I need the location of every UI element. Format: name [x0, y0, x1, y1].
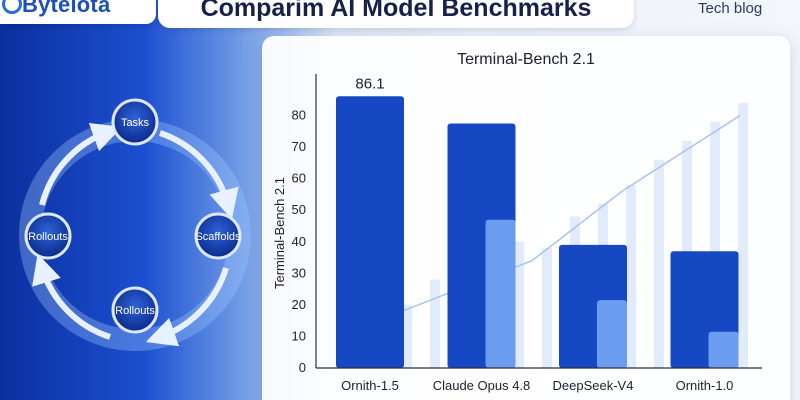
y-tick-label: 80 — [292, 108, 306, 123]
x-axis: Ornith-1.5 Claude Opus 4.8 DeepSeek-V4 Orni… — [316, 367, 762, 393]
cycle-arrow-bottom-right — [145, 267, 229, 347]
bars: 86.1 — [336, 75, 739, 368]
decor-column — [738, 102, 748, 368]
y-tick-label: 10 — [292, 328, 306, 343]
x-tick-label: Ornith-1.5 — [341, 378, 399, 393]
bar-series-2 — [485, 219, 516, 368]
decor-column — [626, 184, 636, 368]
decor-column — [430, 279, 440, 368]
decor-column — [402, 304, 412, 368]
x-tick-label: Claude Opus 4.8 — [433, 378, 531, 393]
tech-blog-tag[interactable]: Tech blog — [698, 0, 763, 17]
ring-logo-icon — [2, 0, 22, 14]
bar-chart: Terminal-Bench 2.1 0 10 20 30 40 50 60 70 80 86.… — [272, 51, 762, 393]
cycle-node-rollouts-bottom: Rollouts — [111, 286, 159, 334]
brand-name: Bytelota — [22, 0, 111, 17]
chart-card: Terminal-Bench 2.1 0 10 20 30 40 50 60 70 80 86.… — [262, 36, 790, 400]
x-tick-label: Ornith-1.0 — [676, 378, 734, 393]
cycle-arrow-top-left — [39, 123, 123, 206]
cycle-node-label: Rollouts — [115, 305, 155, 317]
y-tick-label: 20 — [292, 297, 306, 312]
bar-series-2 — [708, 331, 739, 368]
cycle-node-label: Rollouts — [28, 231, 68, 243]
cycle-arrow-top-right — [159, 130, 239, 220]
y-axis: 0 10 20 30 40 50 60 70 80 — [292, 74, 317, 375]
chart-title: Terminal-Bench 2.1 — [457, 51, 595, 68]
y-tick-label: 50 — [292, 202, 306, 217]
y-tick-label: 30 — [292, 265, 306, 280]
cycle-node-scaffolds: Scaffolds — [194, 212, 242, 260]
decor-column — [710, 121, 720, 368]
cycle-diagram: Tasks Scaffolds Rollouts Rollouts — [19, 98, 251, 351]
bar-series-1 — [336, 96, 404, 368]
cycle-node-label: Tasks — [121, 117, 150, 129]
cycle-node-label: Scaffolds — [195, 231, 241, 243]
x-tick-label: DeepSeek-V4 — [553, 378, 634, 393]
data-label: 86.1 — [355, 75, 384, 92]
bar-series-2 — [597, 300, 627, 368]
decor-column — [514, 241, 524, 368]
y-tick-label: 60 — [292, 171, 306, 186]
y-tick-label: 70 — [292, 139, 306, 154]
cycle-arrow-bottom-left — [32, 253, 111, 340]
y-axis-label: Terminal-Bench 2.1 — [272, 177, 287, 289]
cycle-node-tasks: Tasks — [111, 98, 159, 146]
brand-tab[interactable]: Bytelota — [0, 0, 156, 24]
decor-column — [654, 159, 664, 368]
page-title: Comparim AI Model Benchmarks — [158, 0, 634, 28]
y-tick-label: 40 — [292, 234, 306, 249]
y-tick-label: 0 — [299, 360, 306, 375]
cycle-node-rollouts-left: Rollouts — [24, 212, 72, 260]
decor-column — [542, 248, 552, 368]
